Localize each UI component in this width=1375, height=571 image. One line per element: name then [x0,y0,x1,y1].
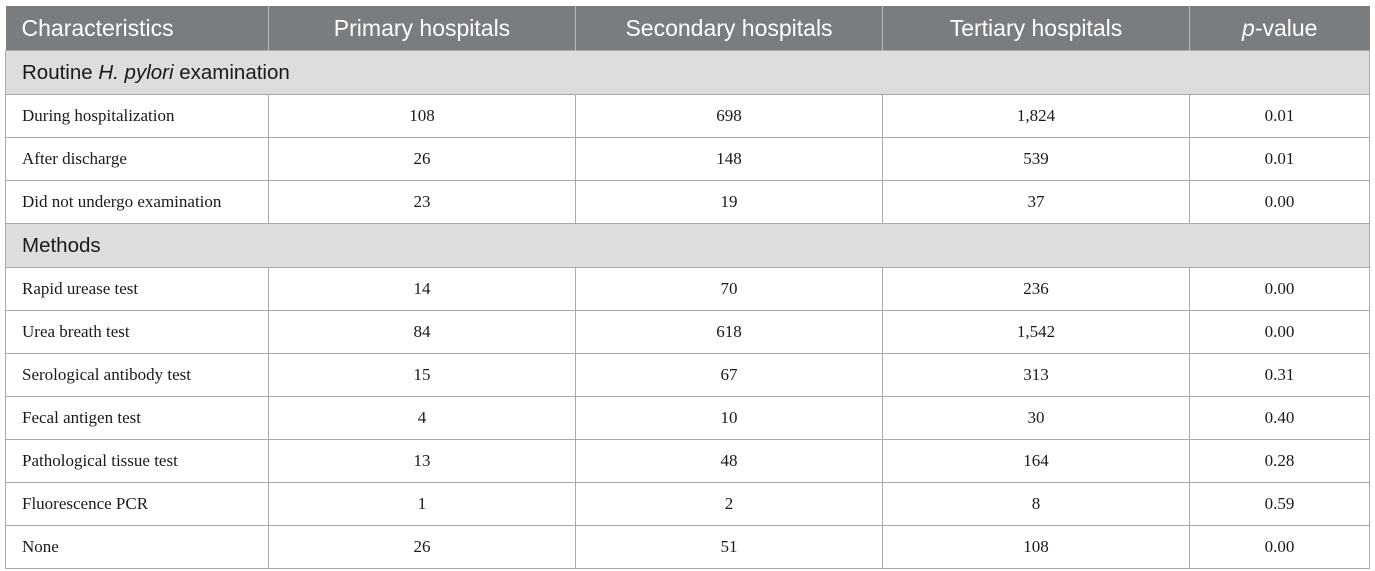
section-title-prefix: Routine [22,60,99,84]
cell-secondary: 148 [575,137,883,181]
cell-tertiary: 108 [882,525,1190,569]
cell-tertiary: 30 [882,396,1190,440]
cell-secondary: 51 [575,525,883,569]
cell-secondary: 10 [575,396,883,440]
section-row: Methods [5,223,1370,268]
header-secondary-hospitals: Secondary hospitals [575,6,883,51]
cell-tertiary: 1,542 [882,310,1190,354]
table-row: During hospitalization 108 698 1,824 0.01 [5,94,1370,138]
table-row: After discharge 26 148 539 0.01 [5,137,1370,181]
cell-characteristic: None [5,525,269,569]
header-tertiary-hospitals: Tertiary hospitals [882,6,1190,51]
cell-primary: 13 [268,439,576,483]
cell-characteristic: During hospitalization [5,94,269,138]
table-row: Rapid urease test 14 70 236 0.00 [5,267,1370,311]
cell-secondary: 48 [575,439,883,483]
cell-characteristic: Pathological tissue test [5,439,269,483]
cell-tertiary: 37 [882,180,1190,224]
cell-p-value: 0.40 [1189,396,1370,440]
header-p-value-rest: -value [1254,14,1318,41]
cell-secondary: 2 [575,482,883,526]
table-row: Pathological tissue test 13 48 164 0.28 [5,439,1370,483]
cell-characteristic: Rapid urease test [5,267,269,311]
cell-characteristic: Urea breath test [5,310,269,354]
cell-tertiary: 236 [882,267,1190,311]
cell-primary: 26 [268,137,576,181]
table-row: Did not undergo examination 23 19 37 0.00 [5,180,1370,224]
cell-primary: 26 [268,525,576,569]
cell-primary: 4 [268,396,576,440]
cell-characteristic: Fecal antigen test [5,396,269,440]
cell-tertiary: 164 [882,439,1190,483]
cell-characteristic: After discharge [5,137,269,181]
cell-primary: 84 [268,310,576,354]
cell-tertiary: 8 [882,482,1190,526]
cell-primary: 108 [268,94,576,138]
cell-primary: 14 [268,267,576,311]
section-title: Routine H. pylori examination [5,50,1370,95]
table-row: Fluorescence PCR 1 2 8 0.59 [5,482,1370,526]
cell-characteristic: Fluorescence PCR [5,482,269,526]
cell-tertiary: 539 [882,137,1190,181]
hospital-hpylori-table: Characteristics Primary hospitals Second… [5,6,1370,569]
cell-secondary: 698 [575,94,883,138]
cell-p-value: 0.01 [1189,137,1370,181]
section-title-italic: H. pylori [98,60,174,84]
cell-secondary: 67 [575,353,883,397]
table-header: Characteristics Primary hospitals Second… [5,6,1370,51]
cell-p-value: 0.00 [1189,310,1370,354]
cell-p-value: 0.28 [1189,439,1370,483]
cell-characteristic: Did not undergo examination [5,180,269,224]
cell-secondary: 618 [575,310,883,354]
cell-characteristic: Serological antibody test [5,353,269,397]
cell-secondary: 19 [575,180,883,224]
section-row: Routine H. pylori examination [5,50,1370,95]
table-body: Routine H. pylori examination During hosp… [5,50,1370,569]
table-row: None 26 51 108 0.00 [5,525,1370,569]
section-title: Methods [5,223,1370,268]
cell-p-value: 0.01 [1189,94,1370,138]
cell-primary: 15 [268,353,576,397]
cell-p-value: 0.31 [1189,353,1370,397]
cell-tertiary: 1,824 [882,94,1190,138]
header-p-value-italic: p [1242,14,1255,41]
section-title-suffix: examination [173,60,290,84]
section-title-prefix: Methods [22,233,101,257]
cell-p-value: 0.00 [1189,267,1370,311]
header-p-value: p-value [1189,6,1370,51]
cell-primary: 23 [268,180,576,224]
header-characteristics: Characteristics [5,6,269,51]
table-row: Urea breath test 84 618 1,542 0.00 [5,310,1370,354]
header-row: Characteristics Primary hospitals Second… [5,6,1370,51]
cell-secondary: 70 [575,267,883,311]
data-table: Characteristics Primary hospitals Second… [5,6,1370,569]
cell-p-value: 0.00 [1189,180,1370,224]
cell-tertiary: 313 [882,353,1190,397]
header-primary-hospitals: Primary hospitals [268,6,576,51]
cell-p-value: 0.00 [1189,525,1370,569]
table-row: Serological antibody test 15 67 313 0.31 [5,353,1370,397]
cell-p-value: 0.59 [1189,482,1370,526]
cell-primary: 1 [268,482,576,526]
table-row: Fecal antigen test 4 10 30 0.40 [5,396,1370,440]
